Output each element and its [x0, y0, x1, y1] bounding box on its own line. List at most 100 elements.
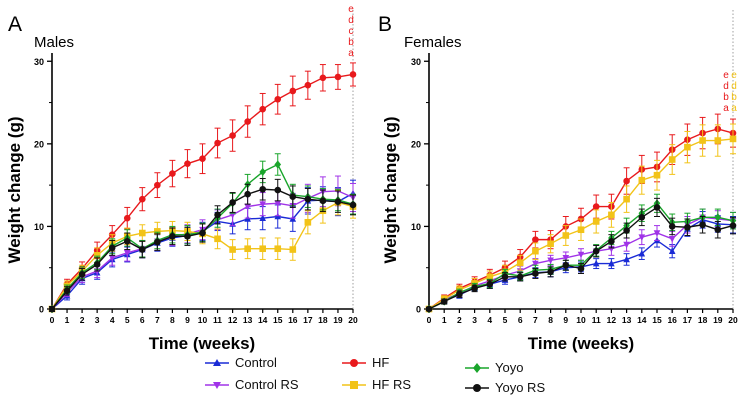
significance-letter: d — [348, 15, 354, 26]
significance-letter: e — [723, 70, 729, 81]
significance-letter: a — [723, 103, 729, 114]
x-tick-label: 19 — [713, 315, 723, 325]
data-point — [123, 214, 131, 222]
data-point — [108, 244, 116, 252]
data-point — [319, 197, 327, 205]
data-point — [123, 237, 131, 245]
data-point — [714, 213, 722, 222]
data-point — [229, 132, 236, 139]
data-point — [244, 203, 251, 211]
x-tick-label: 17 — [303, 315, 313, 325]
data-point — [623, 227, 630, 234]
series-hf — [48, 62, 357, 313]
data-point — [319, 74, 327, 82]
data-point — [623, 177, 630, 185]
x-tick-label: 15 — [273, 315, 283, 325]
data-point — [699, 137, 706, 144]
data-point — [304, 218, 312, 226]
x-tick-label: 12 — [607, 315, 617, 325]
data-point — [289, 246, 297, 253]
chart-title: Males — [34, 34, 74, 51]
data-point — [259, 245, 266, 253]
data-point — [154, 228, 161, 235]
x-tick-label: 18 — [318, 315, 328, 325]
data-point — [516, 259, 524, 267]
data-point — [608, 259, 615, 267]
data-point — [229, 199, 236, 206]
data-point — [334, 73, 342, 81]
data-point — [577, 226, 585, 234]
data-point — [229, 246, 236, 253]
x-tick-label: 6 — [518, 315, 523, 325]
data-point — [259, 167, 266, 177]
data-point — [638, 249, 646, 257]
data-point — [577, 251, 585, 259]
data-point — [532, 270, 539, 277]
data-point — [199, 155, 206, 163]
x-tick-label: 4 — [110, 315, 115, 325]
panel-label: B — [378, 13, 392, 36]
data-point — [638, 234, 646, 241]
y-axis-label: Weight change (g) — [5, 116, 24, 263]
data-point — [259, 214, 266, 221]
data-point — [714, 226, 722, 234]
data-point — [214, 139, 221, 147]
x-tick-label: 2 — [80, 315, 85, 325]
data-point — [547, 240, 554, 248]
data-point — [154, 181, 161, 189]
data-point — [425, 305, 433, 313]
data-point — [349, 201, 357, 209]
data-point — [108, 255, 116, 262]
x-tick-label: 16 — [288, 315, 298, 325]
data-point — [78, 271, 86, 278]
y-tick-label: 10 — [34, 222, 44, 232]
data-point — [592, 259, 600, 267]
data-point — [304, 81, 312, 89]
x-tick-label: 13 — [622, 315, 632, 325]
data-point — [592, 247, 600, 255]
data-point — [63, 287, 71, 295]
x-tick-label: 4 — [487, 315, 492, 325]
significance-letter: b — [731, 92, 737, 103]
data-point — [184, 233, 191, 240]
x-tick-label: 1 — [65, 315, 70, 325]
y-tick-label: 0 — [39, 305, 44, 315]
data-point — [714, 137, 722, 144]
y-tick-label: 30 — [34, 57, 44, 67]
data-point — [684, 143, 691, 151]
data-point — [562, 261, 570, 269]
x-tick-label: 1 — [442, 315, 447, 325]
x-tick-label: 5 — [503, 315, 508, 325]
x-tick-label: 10 — [576, 315, 586, 325]
x-axis-label: Time (weeks) — [528, 334, 634, 353]
x-tick-label: 0 — [50, 315, 55, 325]
chart-title: Females — [404, 34, 462, 51]
data-point — [623, 255, 630, 263]
series-yoyo-rs — [425, 197, 737, 313]
data-point — [274, 186, 282, 194]
x-tick-label: 8 — [548, 315, 553, 325]
x-tick-label: 3 — [95, 315, 100, 325]
significance-letter: b — [723, 92, 729, 103]
x-tick-label: 9 — [563, 315, 568, 325]
significance-letter: e — [731, 70, 737, 81]
x-tick-label: 2 — [457, 315, 462, 325]
significance-letter: d — [723, 81, 729, 92]
data-point — [653, 204, 661, 211]
x-axis-label: Time (weeks) — [149, 334, 255, 353]
data-point — [729, 135, 737, 143]
data-point — [259, 201, 266, 208]
data-point — [592, 218, 600, 225]
data-point — [547, 268, 554, 276]
data-point — [259, 185, 267, 193]
data-point — [289, 193, 297, 200]
data-point — [668, 247, 676, 254]
significance-letter: d — [731, 81, 737, 92]
data-point — [638, 214, 646, 221]
data-point — [547, 257, 554, 265]
x-tick-label: 16 — [667, 315, 677, 325]
data-point — [229, 212, 236, 219]
data-point — [169, 233, 176, 240]
